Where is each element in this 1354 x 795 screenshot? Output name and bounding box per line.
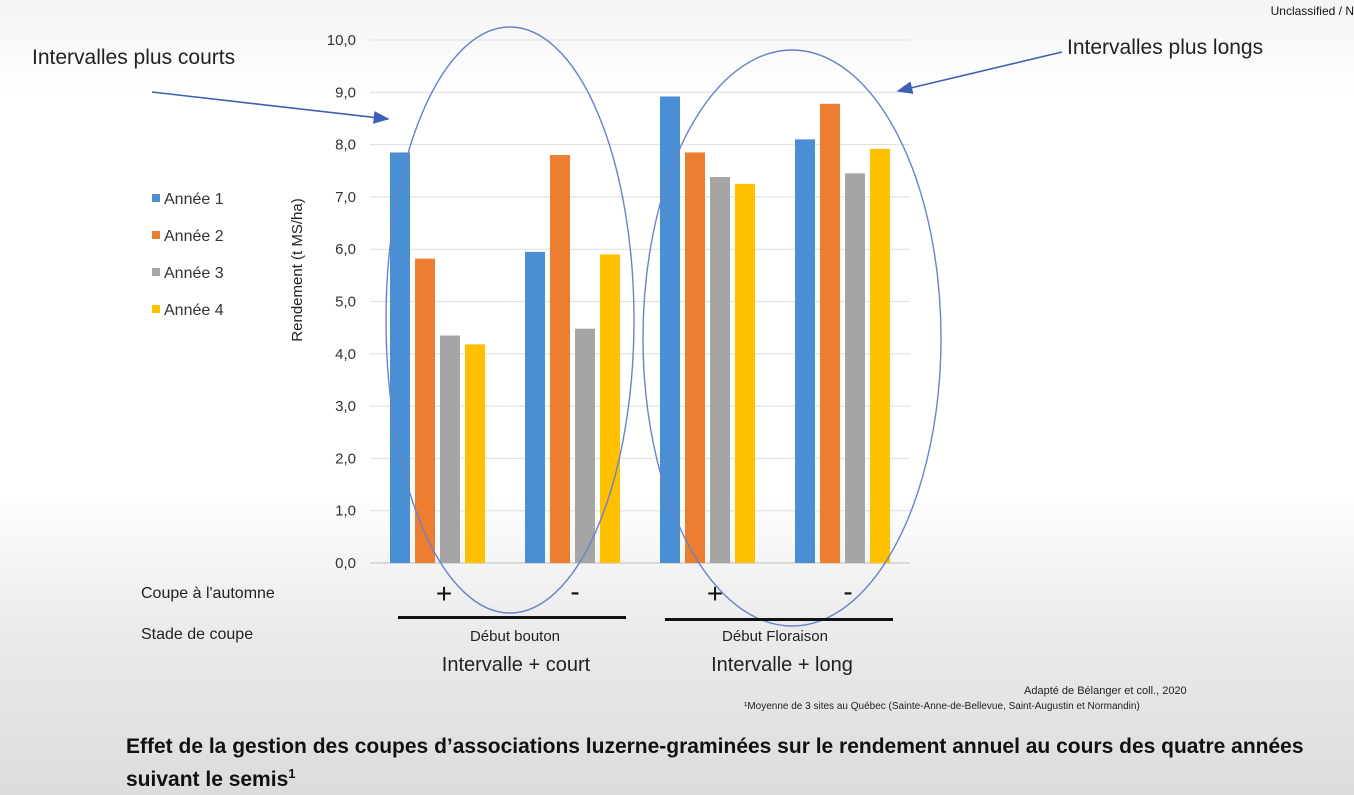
arrow-short-intervals (151, 91, 390, 124)
long-interval-ellipse (642, 49, 942, 627)
y-tick-label: 10,0 (327, 32, 356, 49)
y-tick-label: 8,0 (335, 137, 356, 154)
legend-entry: Année 2 (164, 228, 224, 245)
slide-caption: Effet de la gestion des coupes d’associa… (126, 733, 1326, 793)
bar (685, 152, 705, 563)
stage-label-bud: Début bouton (469, 628, 561, 645)
legend-swatch (152, 194, 160, 202)
y-tick-label: 1,0 (335, 503, 356, 520)
bar (735, 183, 755, 563)
y-axis-label: Rendement (t MS/ha) (289, 198, 306, 341)
short-interval-ellipse (385, 26, 635, 614)
fall-cut-mark: - (843, 576, 853, 607)
fall-cut-mark: + (706, 578, 724, 609)
arrow-long-intervals (896, 51, 1063, 94)
bar (845, 173, 865, 564)
chart-legend: Année 1 Année 2 Année 3 Année 4 (152, 191, 224, 319)
source-note: Adapté de Bélanger et coll., 2020 (1024, 685, 1187, 697)
fall-cut-mark: - (570, 576, 580, 607)
bar (390, 152, 410, 563)
bar (710, 177, 730, 563)
chart-bars (390, 96, 890, 564)
y-tick-label: 7,0 (335, 189, 356, 206)
y-tick-label: 3,0 (335, 398, 356, 415)
group-divider-line (665, 618, 893, 621)
annotation-shorter-intervals: Intervalles plus courts (32, 46, 236, 69)
legend-entry: Année 3 (164, 265, 224, 282)
bar (795, 139, 815, 563)
row-label-fall-cut: Coupe à l'automne (141, 585, 275, 602)
caption-text: Effet de la gestion des coupes d’associa… (126, 735, 1304, 791)
y-tick-label: 6,0 (335, 241, 356, 258)
fall-cut-mark: + (435, 578, 453, 609)
y-tick-label: 9,0 (335, 84, 356, 101)
interval-label-long: Intervalle + long (711, 654, 853, 676)
bar (440, 335, 460, 563)
row-label-cut-stage: Stade de coupe (141, 626, 254, 643)
legend-entry: Année 4 (164, 302, 224, 319)
legend-swatch (152, 305, 160, 313)
group-divider-line (398, 616, 626, 619)
footnote: ¹Moyenne de 3 sites au Québec (Sainte-An… (744, 701, 1140, 712)
legend-swatch (152, 231, 160, 239)
annotation-longer-intervals: Intervalles plus longs (1067, 36, 1264, 59)
y-tick-label: 0,0 (335, 555, 356, 572)
stage-label-flowering: Début Floraison (722, 628, 828, 645)
bar (550, 155, 570, 563)
bar (525, 251, 545, 563)
legend-entry: Année 1 (164, 191, 224, 208)
interval-label-short: Intervalle + court (441, 654, 591, 676)
bar (870, 148, 890, 563)
classification-label: Unclassified / N (1270, 4, 1354, 18)
bar (465, 344, 485, 563)
bar (820, 103, 840, 563)
y-tick-label: 5,0 (335, 294, 356, 311)
bar (415, 258, 435, 563)
bar (660, 96, 680, 563)
caption-superscript: 1 (288, 766, 296, 781)
bar (600, 254, 620, 563)
y-tick-label: 2,0 (335, 450, 356, 467)
bar (575, 328, 595, 563)
legend-swatch (152, 268, 160, 276)
y-axis-ticks: 0,0 1,0 2,0 3,0 4,0 5,0 6,0 7,0 8,0 9,0 10,0 (327, 32, 356, 572)
y-tick-label: 4,0 (335, 346, 356, 363)
